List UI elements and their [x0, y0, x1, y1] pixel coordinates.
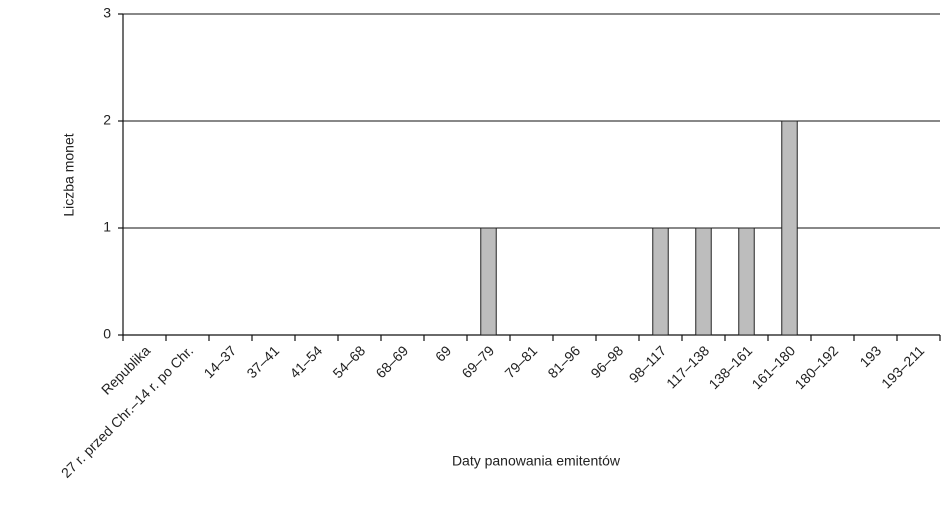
x-tick-label: 193–211	[878, 342, 927, 391]
x-tick-label: 14–37	[200, 342, 239, 381]
x-tick-label: 68–69	[372, 342, 411, 381]
y-axis-label: Liczba monet	[61, 133, 77, 216]
x-tick-label: 37–41	[243, 342, 282, 381]
x-tick-label: 81–96	[544, 342, 583, 381]
y-tick-label: 0	[103, 326, 111, 342]
bar	[480, 227, 497, 336]
x-tick-label: 193	[856, 342, 884, 370]
bar	[781, 120, 798, 336]
x-tick-label: 69	[432, 342, 454, 364]
x-tick-label: 41–54	[286, 342, 325, 381]
x-tick-label: 69–79	[458, 342, 497, 381]
bar	[695, 227, 712, 336]
x-tick-label: 138–161	[705, 342, 755, 392]
y-tick-label: 3	[103, 5, 111, 21]
bar	[738, 227, 755, 336]
x-tick-label: 180–192	[791, 342, 841, 392]
x-tick-label: 161–180	[748, 342, 798, 392]
bar	[652, 227, 669, 336]
x-tick-label: 54–68	[329, 342, 368, 381]
y-tick-label: 2	[103, 112, 111, 128]
y-tick-label: 1	[103, 219, 111, 235]
x-tick-label: 117–138	[663, 342, 712, 391]
x-axis-label: Daty panowania emitentów	[452, 453, 621, 469]
x-tick-label: 79–81	[501, 342, 540, 381]
x-tick-label: 96–98	[587, 342, 626, 381]
